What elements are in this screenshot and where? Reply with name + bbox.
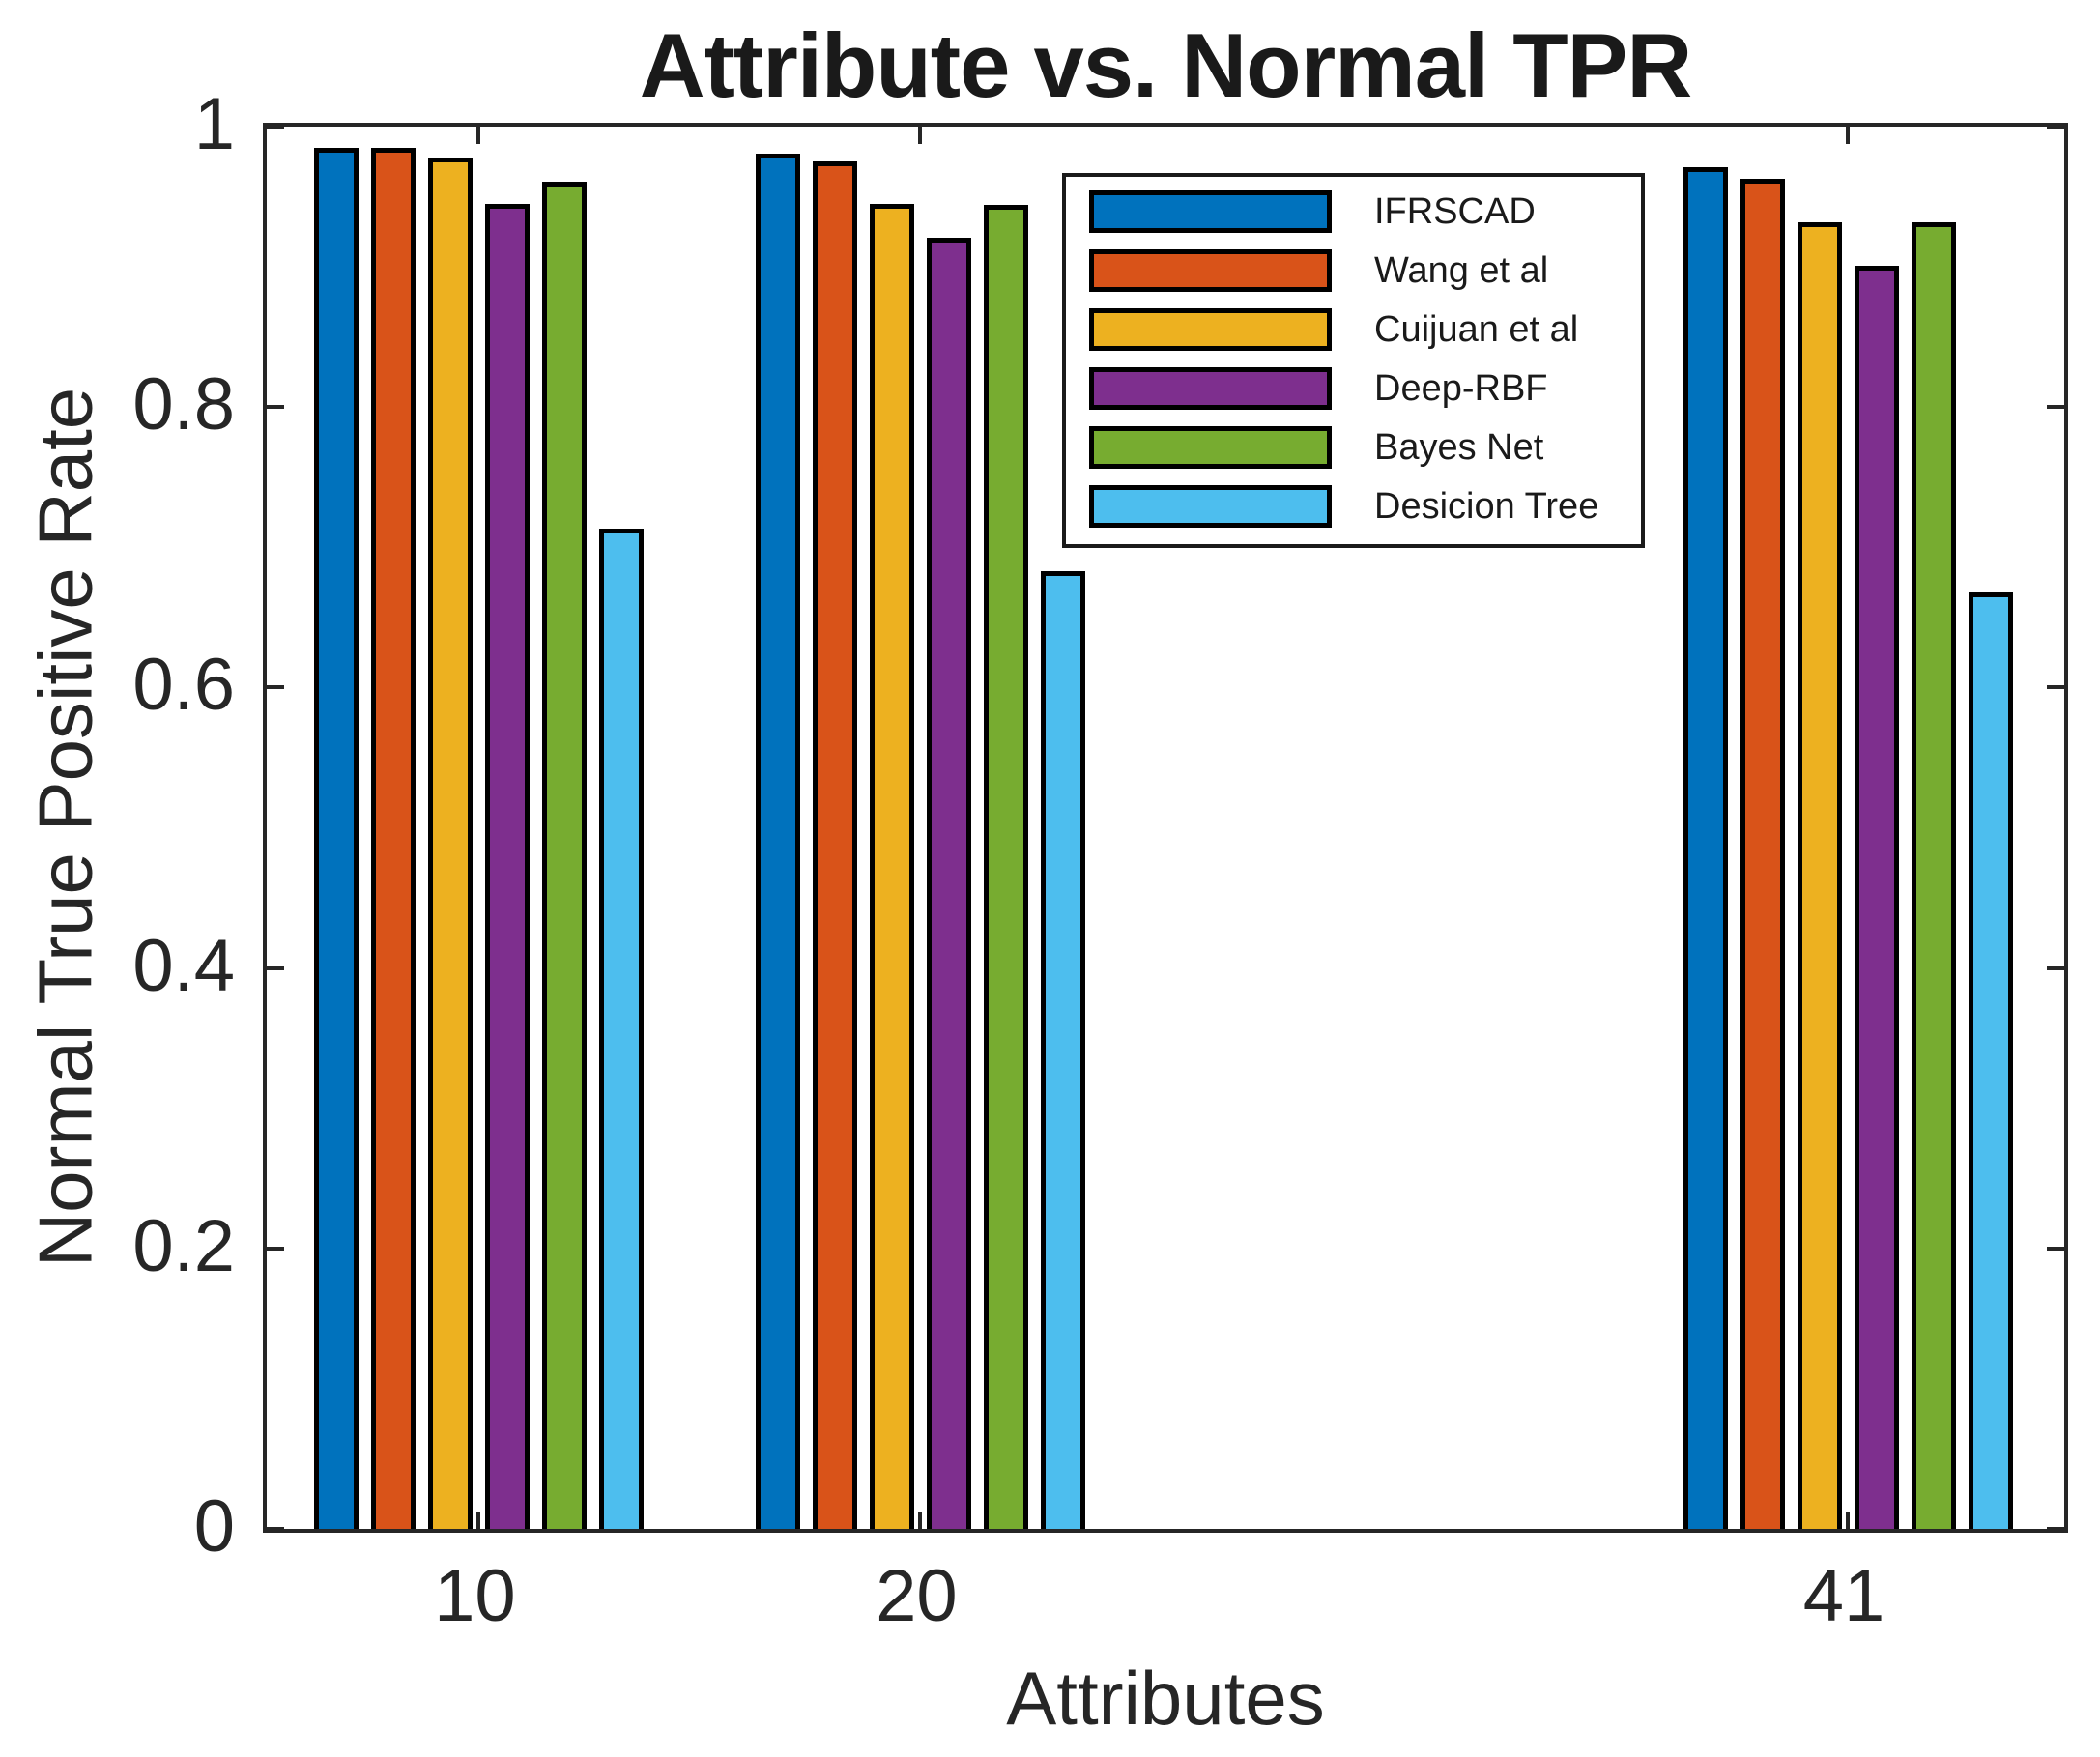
bar-deep-rbf-20 — [926, 237, 971, 1529]
y-tick-right-0.4 — [2047, 965, 2064, 970]
bar-wang-et-al-10 — [370, 147, 416, 1529]
y-axis-label: Normal True Positive Rate — [22, 387, 108, 1268]
legend-swatch-icon-wang-et-al — [1089, 249, 1332, 292]
legend-entry-wang-et-al: Wang et al — [1089, 249, 1641, 292]
bar-wang-et-al-41 — [1740, 178, 1785, 1529]
x-tick-label-20: 20 — [876, 1555, 958, 1637]
x-tick-top-41 — [1846, 127, 1851, 144]
y-tick-right-0.8 — [2047, 405, 2064, 410]
legend-entry-deep-rbf: Deep-RBF — [1089, 367, 1641, 410]
y-tick-right-1 — [2047, 125, 2064, 129]
legend-entry-desicion-tree: Desicion Tree — [1089, 485, 1641, 528]
bar-ifrscad-41 — [1683, 167, 1728, 1529]
bar-wang-et-al-20 — [812, 161, 857, 1529]
legend: IFRSCAD Wang et al Cuijuan et al Deep-RBF Ba… — [1062, 173, 1645, 548]
y-tick-left-0.4 — [267, 965, 284, 970]
bar-ifrscad-10 — [313, 147, 359, 1529]
x-tick-label-10: 10 — [434, 1555, 516, 1637]
bar-deep-rbf-41 — [1854, 265, 1899, 1529]
y-tick-right-0.6 — [2047, 685, 2064, 690]
legend-swatch-icon-desicion-tree — [1089, 485, 1332, 528]
y-tick-right-0.2 — [2047, 1246, 2064, 1251]
bar-cuijuan-et-al-10 — [427, 157, 473, 1529]
legend-label-deep-rbf: Deep-RBF — [1374, 368, 1548, 409]
y-tick-left-0.2 — [267, 1246, 284, 1251]
y-tick-label-0.8: 0.8 — [132, 363, 235, 446]
y-tick-label-0: 0 — [193, 1485, 235, 1568]
legend-label-ifrscad: IFRSCAD — [1374, 191, 1536, 232]
y-tick-label-1: 1 — [193, 83, 235, 165]
legend-entry-bayes-net: Bayes Net — [1089, 426, 1641, 469]
y-tick-left-0 — [267, 1527, 284, 1531]
x-tick-bottom-10 — [476, 1512, 481, 1529]
y-tick-label-0.2: 0.2 — [132, 1204, 235, 1287]
bar-bayes-net-10 — [541, 181, 587, 1529]
x-tick-bottom-41 — [1846, 1512, 1851, 1529]
bar-bayes-net-20 — [983, 205, 1028, 1529]
bar-desicion-tree-41 — [1968, 591, 2013, 1529]
bar-desicion-tree-10 — [598, 529, 644, 1529]
y-tick-left-1 — [267, 125, 284, 129]
legend-swatch-icon-cuijuan-et-al — [1089, 308, 1332, 351]
legend-label-desicion-tree: Desicion Tree — [1374, 486, 1599, 527]
legend-label-wang-et-al: Wang et al — [1374, 250, 1549, 291]
x-axis-label: Attributes — [1006, 1656, 1325, 1741]
legend-label-cuijuan-et-al: Cuijuan et al — [1374, 309, 1579, 350]
bar-cuijuan-et-al-20 — [869, 203, 914, 1529]
chart-title: Attribute vs. Normal TPR — [639, 14, 1692, 116]
bar-desicion-tree-20 — [1040, 570, 1085, 1529]
x-tick-top-20 — [918, 127, 923, 144]
legend-swatch-icon-ifrscad — [1089, 190, 1332, 233]
y-tick-left-0.6 — [267, 685, 284, 690]
y-tick-right-0 — [2047, 1527, 2064, 1531]
y-tick-left-0.8 — [267, 405, 284, 410]
y-tick-label-0.4: 0.4 — [132, 924, 235, 1007]
bar-bayes-net-41 — [1911, 221, 1956, 1529]
x-tick-bottom-20 — [918, 1512, 923, 1529]
bar-deep-rbf-10 — [484, 203, 530, 1529]
legend-swatch-icon-deep-rbf — [1089, 367, 1332, 410]
bar-ifrscad-20 — [755, 153, 800, 1529]
legend-swatch-icon-bayes-net — [1089, 426, 1332, 469]
y-tick-label-0.6: 0.6 — [132, 644, 235, 727]
legend-label-bayes-net: Bayes Net — [1374, 427, 1544, 468]
x-tick-top-10 — [476, 127, 481, 144]
legend-entry-cuijuan-et-al: Cuijuan et al — [1089, 308, 1641, 351]
legend-entry-ifrscad: IFRSCAD — [1089, 190, 1641, 233]
plot-area: IFRSCAD Wang et al Cuijuan et al Deep-RBF Ba… — [263, 123, 2068, 1533]
bar-cuijuan-et-al-41 — [1797, 221, 1842, 1529]
x-tick-label-41: 41 — [1802, 1555, 1885, 1637]
